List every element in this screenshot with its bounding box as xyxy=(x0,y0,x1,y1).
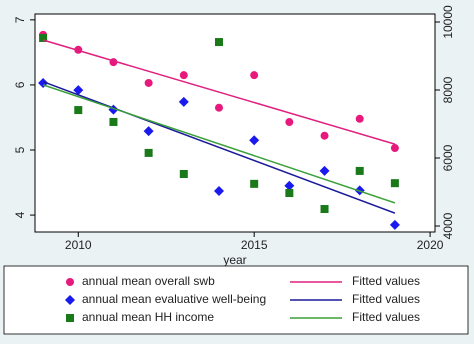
y-tick-label: 5 xyxy=(13,146,27,153)
y-tick-label: 7 xyxy=(13,16,27,23)
point xyxy=(214,103,223,112)
point xyxy=(144,78,153,87)
y2-tick-label: 10000 xyxy=(441,5,455,39)
point xyxy=(250,179,259,188)
y-tick-label: 6 xyxy=(13,81,27,88)
fit-line xyxy=(42,84,396,204)
legend-label: annual mean HH income xyxy=(82,310,214,324)
point xyxy=(214,38,223,47)
legend-label: Fitted values xyxy=(352,274,420,288)
plot-area xyxy=(34,13,436,233)
point xyxy=(250,71,259,80)
point xyxy=(144,148,153,157)
legend-label: Fitted values xyxy=(352,292,420,306)
point xyxy=(179,71,188,80)
legend-label: Fitted values xyxy=(352,310,420,324)
point xyxy=(109,117,118,126)
point xyxy=(390,179,399,188)
point xyxy=(320,205,329,214)
legend xyxy=(3,265,469,335)
x-tick-label: 2010 xyxy=(65,238,92,252)
point xyxy=(355,166,364,175)
fit-line xyxy=(42,80,396,214)
x-tick-label: 2020 xyxy=(417,238,444,252)
x-tick-label: 2015 xyxy=(241,238,268,252)
x-axis-label: year xyxy=(223,253,246,267)
legend-label: annual mean overall swb xyxy=(82,274,215,288)
y-tick-label: 4 xyxy=(13,211,27,218)
point xyxy=(285,189,294,198)
point xyxy=(178,96,189,107)
legend-marker xyxy=(66,314,74,322)
point xyxy=(320,131,329,140)
point xyxy=(73,85,84,96)
fit-line xyxy=(42,39,396,145)
point xyxy=(74,106,83,115)
y2-tick-label: 6000 xyxy=(441,144,455,171)
point xyxy=(39,33,48,42)
point xyxy=(390,144,399,153)
point xyxy=(389,219,400,230)
point xyxy=(285,118,294,127)
point xyxy=(249,135,260,146)
point xyxy=(319,165,330,176)
legend-marker xyxy=(66,278,74,286)
legend-label: annual mean evaluative well-being xyxy=(82,292,266,306)
y2-tick-label: 4000 xyxy=(441,212,455,239)
point xyxy=(284,180,295,191)
point xyxy=(143,126,154,137)
y2-tick-label: 8000 xyxy=(441,76,455,103)
point xyxy=(179,169,188,178)
point xyxy=(213,186,224,197)
legend-marker xyxy=(65,295,75,305)
point xyxy=(355,114,364,123)
